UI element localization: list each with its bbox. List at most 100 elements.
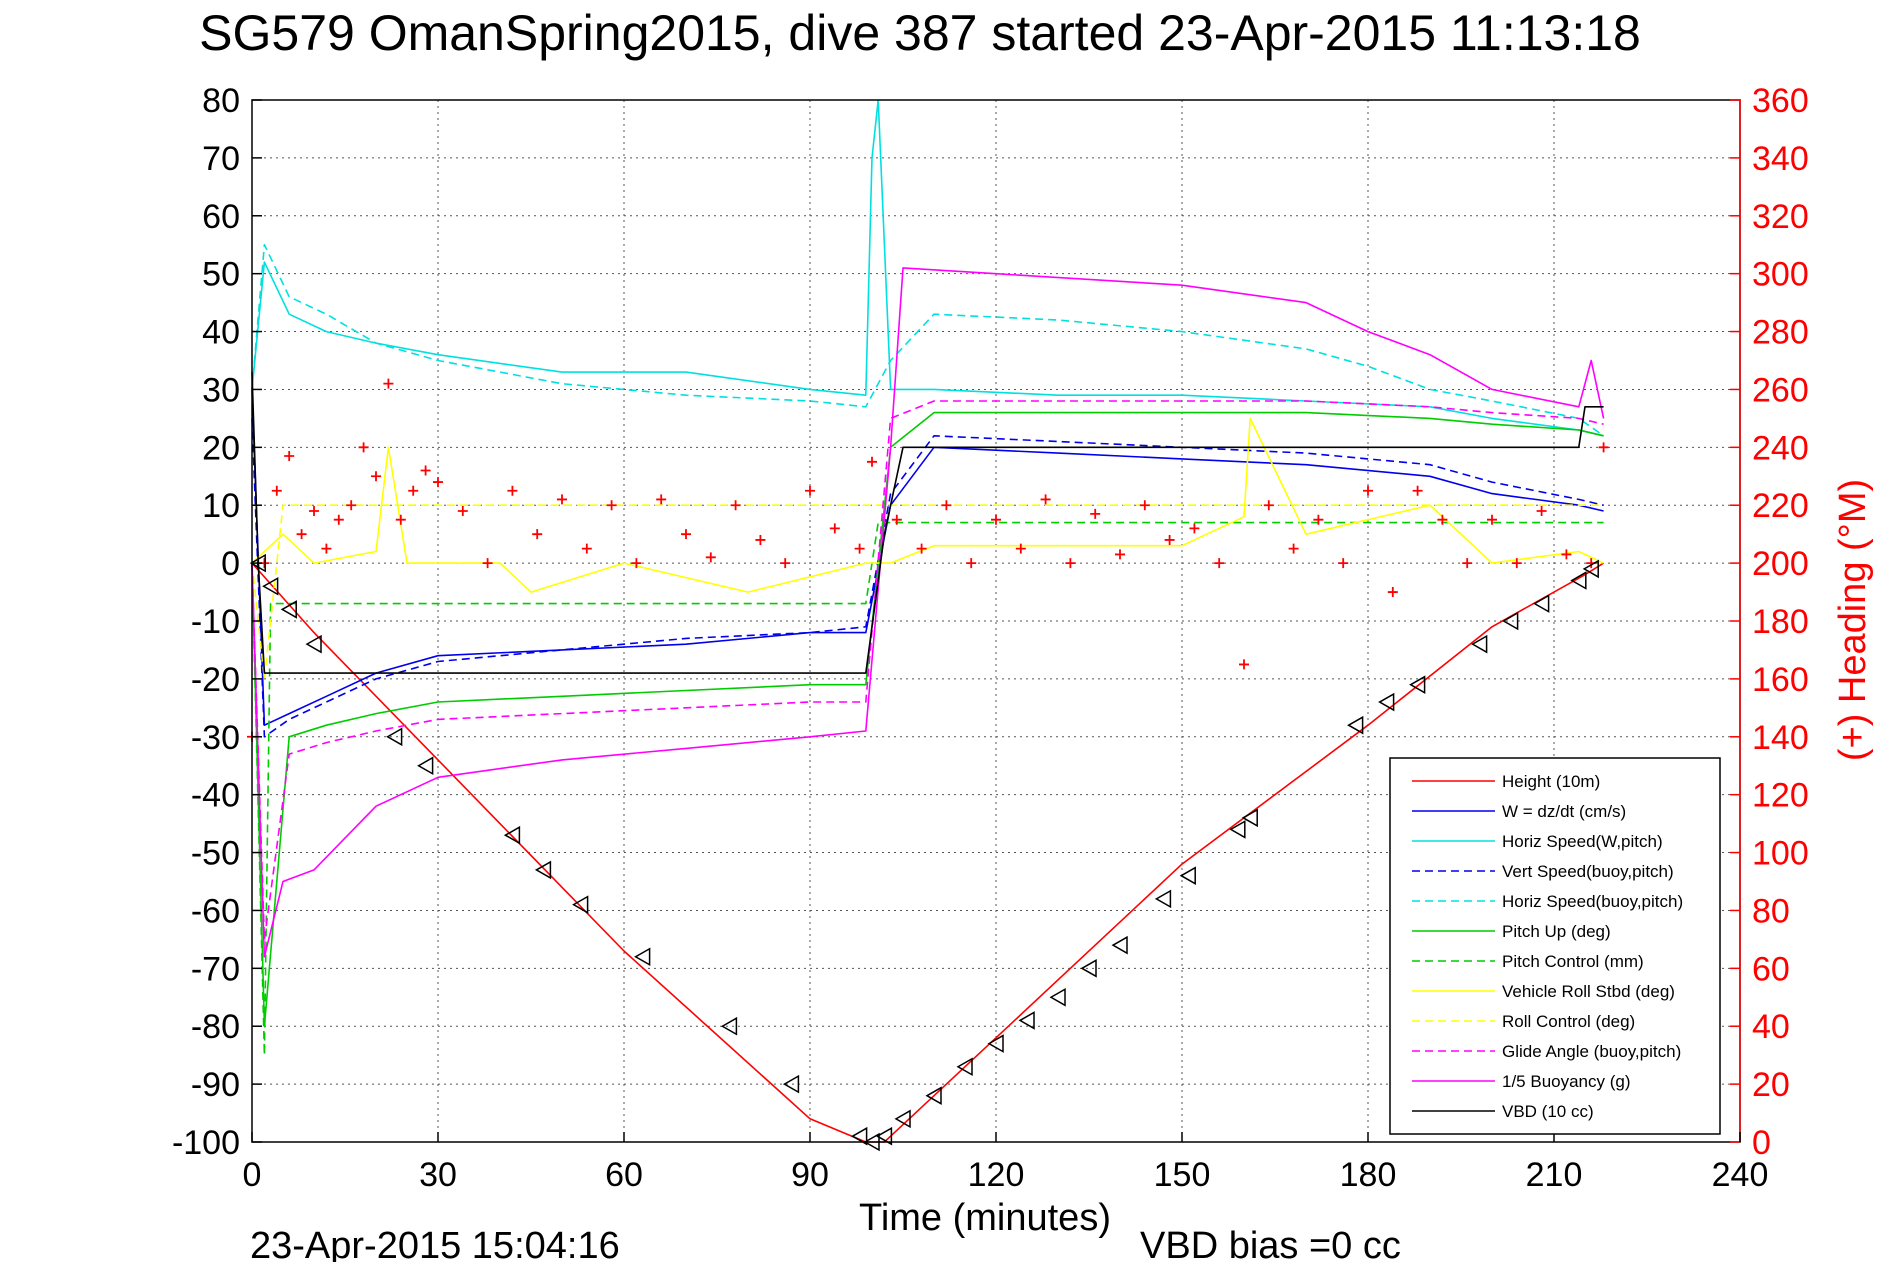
legend-entry-label: Roll Control (deg): [1502, 1012, 1635, 1031]
heading-point: [916, 543, 927, 554]
heading-point: [482, 558, 493, 569]
legend-entry-label: Height (10m): [1502, 772, 1600, 791]
heading-point: [780, 558, 791, 569]
y2-tick-label: 320: [1752, 198, 1809, 236]
vbd-bias-label: VBD bias =0 cc: [1140, 1225, 1401, 1262]
heading-point: [395, 514, 406, 525]
heading-point: [1338, 558, 1349, 569]
y2-tick-label: 220: [1752, 487, 1809, 525]
triangle-marker: [503, 825, 521, 845]
heading-point: [805, 485, 815, 496]
y-tick-label: -70: [191, 950, 240, 988]
triangle-marker: [280, 600, 297, 619]
x-tick-label: 180: [1340, 1156, 1397, 1194]
heading-point: [532, 529, 543, 540]
heading-point: [1462, 558, 1473, 569]
triangle-marker: [894, 1109, 911, 1129]
y2-tick-label: 280: [1752, 314, 1809, 352]
y-tick-label: 70: [202, 140, 240, 178]
heading-point: [941, 500, 952, 511]
heading-point: [383, 378, 394, 389]
triangle-marker: [956, 1057, 973, 1077]
triangle-marker: [1409, 675, 1426, 694]
y-tick-label: -100: [172, 1124, 240, 1162]
y2-tick-label: 120: [1752, 777, 1809, 815]
heading-point: [408, 485, 419, 496]
heading-point: [1139, 500, 1150, 511]
triangle-marker: [634, 947, 651, 967]
heading-point: [346, 500, 357, 511]
y2-tick-label: 100: [1752, 835, 1809, 873]
heading-point: [296, 529, 307, 540]
heading-point: [1313, 514, 1324, 525]
legend: Height (10m) W = dz/dt (cm/s) Horiz Speed(…: [1389, 757, 1721, 1135]
left-axis-ticks: 80 70 60 50 40 30 20 10 0 -10 -20 -30 -40 -50 -60 -70 -8…: [172, 82, 262, 1162]
y-tick-label: -40: [191, 777, 240, 815]
legend-entry-label: Glide Angle (buoy,pitch): [1502, 1042, 1681, 1061]
legend-entry-label: W = dz/dt (cm/s): [1502, 802, 1626, 821]
y2-tick-label: 180: [1752, 603, 1809, 641]
triangle-marker: [1080, 959, 1097, 978]
y2-tick-label: 0: [1752, 1124, 1771, 1162]
y2-tick-label: 260: [1752, 371, 1809, 409]
heading-point: [1115, 549, 1125, 560]
heading-point: [1437, 514, 1448, 525]
triangle-marker: [1347, 715, 1364, 735]
legend-entry-label: Vehicle Roll Stbd (deg): [1502, 982, 1675, 1001]
heading-point: [507, 485, 518, 496]
heading-point: [1561, 549, 1572, 560]
triangle-marker: [534, 860, 552, 880]
heading-point: [631, 558, 642, 569]
heading-point: [371, 471, 381, 482]
heading-point: [333, 514, 344, 525]
heading-point: [581, 543, 592, 554]
y-tick-label: -10: [191, 603, 240, 641]
heading-point: [1189, 523, 1200, 534]
heading-point: [457, 506, 468, 517]
y-tick-label: 80: [202, 82, 240, 120]
series-line: [251, 521, 1604, 1056]
heading-point: [1164, 534, 1175, 545]
heading-point: [309, 506, 319, 517]
heading-point: [557, 494, 567, 505]
heading-point: [606, 500, 617, 511]
right-axis-ticks: 3603403203002802602402202001801601401201…: [1730, 82, 1809, 1162]
y-tick-label: 10: [202, 487, 240, 525]
heading-point: [420, 465, 431, 476]
y2-tick-label: 360: [1752, 82, 1809, 120]
y-tick-label: 0: [221, 545, 240, 583]
y2-tick-label: 340: [1752, 140, 1809, 178]
triangle-marker: [1111, 935, 1128, 955]
triangle-marker: [925, 1086, 942, 1105]
heading-point: [1387, 587, 1398, 598]
triangle-marker: [782, 1074, 800, 1094]
x-tick-label: 30: [419, 1156, 457, 1194]
triangle-marker: [1179, 866, 1196, 886]
triangle-marker: [1533, 594, 1550, 613]
heading-point: [867, 456, 877, 467]
series-line: [251, 243, 1605, 437]
series-line: [251, 417, 1604, 593]
heading-point: [1214, 558, 1225, 569]
triangle-marker: [1570, 571, 1587, 590]
triangle-marker: [1378, 692, 1395, 712]
triangle-marker: [851, 1126, 868, 1146]
heading-point: [284, 451, 295, 462]
series-line: [251, 411, 1604, 1027]
heading-point: [705, 552, 716, 563]
heading-point: [1487, 514, 1497, 525]
y-tick-label: -60: [191, 892, 240, 930]
legend-entry-label: 1/5 Buoyancy (g): [1502, 1072, 1631, 1091]
heading-point: [1363, 485, 1373, 496]
triangle-marker: [1241, 808, 1258, 828]
heading-point: [1511, 558, 1522, 569]
heading-point: [1239, 659, 1249, 670]
heading-point: [433, 477, 443, 488]
y2-tick-label: 160: [1752, 661, 1809, 699]
legend-entry-label: Pitch Up (deg): [1502, 922, 1611, 941]
heading-point: [271, 485, 282, 496]
legend-entry-label: VBD (10 cc): [1502, 1102, 1594, 1121]
x-tick-label: 90: [791, 1156, 829, 1194]
triangle-marker: [305, 634, 322, 654]
